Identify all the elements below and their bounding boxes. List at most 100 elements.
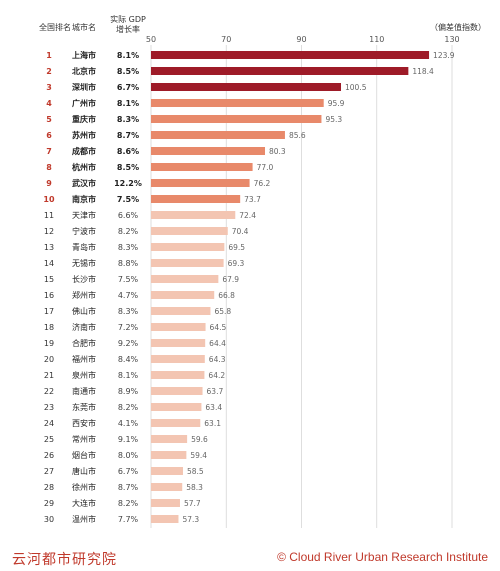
x-tick-label: 110 (369, 35, 384, 44)
header-row: 全国排名 城市名 实际 GDP 增长率 （偏差值指数） (39, 14, 486, 34)
chart-rows: 1 上海市 8.1% 123.92 北京市 8.5% 118.43 深圳市 6.7% 100.54… (43, 50, 454, 524)
rank-label: 12 (44, 227, 54, 236)
city-label: 无锡市 (72, 258, 96, 268)
gdp-header-line1: 实际 GDP (110, 14, 146, 24)
chart-row: 12 宁波市 8.2% 70.4 (44, 226, 249, 236)
value-label: 76.2 (254, 179, 271, 188)
bar (151, 195, 241, 203)
chart-row: 25 常州市 9.1% 59.6 (44, 434, 208, 444)
city-label: 南京市 (72, 194, 96, 204)
chart-row: 14 无锡市 8.8% 69.3 (44, 258, 245, 268)
city-label: 广州市 (72, 98, 96, 108)
gdp-growth-label: 8.7% (117, 131, 139, 140)
value-label: 64.3 (209, 355, 226, 364)
city-label: 成都市 (72, 146, 96, 156)
bar (151, 275, 219, 283)
chart-row: 30 温州市 7.7% 57.3 (44, 514, 199, 524)
rank-label: 18 (44, 323, 54, 332)
city-label: 东莞市 (72, 402, 96, 412)
bar (151, 387, 203, 395)
x-tick-label: 50 (146, 35, 156, 44)
copyright-notice: © Cloud River Urban Research Institute (277, 550, 488, 564)
bar (151, 227, 228, 235)
rank-label: 30 (44, 515, 54, 524)
chart-row: 20 福州市 8.4% 64.3 (44, 354, 226, 364)
value-label: 57.3 (182, 515, 199, 524)
value-label: 69.3 (228, 259, 245, 268)
value-label: 67.9 (222, 275, 239, 284)
gdp-growth-label: 8.4% (118, 355, 139, 364)
city-label: 青岛市 (72, 242, 96, 252)
city-label: 大连市 (72, 498, 96, 508)
city-label: 武汉市 (72, 178, 96, 188)
gdp-growth-label: 7.2% (118, 323, 139, 332)
gdp-growth-label: 8.1% (118, 371, 139, 380)
x-axis-ticks: 50 70 90 110 130 (146, 35, 460, 44)
value-label: 57.7 (184, 499, 201, 508)
city-label: 苏州市 (72, 130, 96, 140)
x-tick-label: 90 (296, 35, 306, 44)
bar (151, 51, 430, 59)
gdp-growth-label: 8.6% (117, 147, 139, 156)
gdp-growth-label: 6.7% (118, 467, 139, 476)
chart-row: 24 西安市 4.1% 63.1 (44, 418, 221, 428)
city-label: 济南市 (72, 322, 96, 332)
city-label: 泉州市 (72, 370, 96, 380)
chart-row: 22 南通市 8.9% 63.7 (44, 386, 224, 396)
gdp-growth-label: 4.1% (118, 419, 139, 428)
city-label: 深圳市 (72, 82, 96, 92)
chart-row: 2 北京市 8.5% 118.4 (46, 66, 434, 76)
rank-label: 14 (44, 259, 54, 268)
bar (151, 211, 236, 219)
grid-lines (150, 45, 453, 528)
bar (151, 371, 205, 379)
gdp-growth-label: 9.2% (118, 339, 139, 348)
gdp-growth-label: 6.7% (117, 83, 139, 92)
bar (151, 339, 206, 347)
chart-row: 23 东莞市 8.2% 63.4 (44, 402, 222, 412)
rank-label: 9 (46, 179, 52, 188)
bar (151, 99, 324, 107)
bar (151, 451, 187, 459)
bar (151, 243, 225, 251)
city-label: 北京市 (72, 66, 96, 76)
chart-row: 13 青岛市 8.3% 69.5 (44, 242, 245, 252)
gdp-growth-label: 8.2% (118, 227, 139, 236)
city-label: 郑州市 (72, 290, 96, 300)
gdp-growth-label: 8.9% (118, 387, 139, 396)
rank-header: 全国排名 (39, 22, 71, 32)
chart-row: 28 徐州市 8.7% 58.3 (44, 482, 203, 492)
bar (151, 307, 211, 315)
gdp-growth-label: 8.1% (117, 51, 139, 60)
rank-label: 2 (46, 67, 52, 76)
rank-label: 20 (44, 355, 54, 364)
bar (151, 435, 188, 443)
gdp-growth-label: 9.1% (118, 435, 139, 444)
rank-label: 11 (44, 211, 54, 220)
gdp-growth-label: 8.5% (117, 163, 139, 172)
bar (151, 259, 224, 267)
gdp-growth-label: 8.2% (118, 403, 139, 412)
city-label: 天津市 (72, 210, 96, 220)
chart-row: 9 武汉市 12.2% 76.2 (46, 178, 270, 188)
city-label: 南通市 (72, 386, 96, 396)
ranking-bar-chart: 全国排名 城市名 实际 GDP 增长率 （偏差值指数） 50 70 90 110 130… (39, 14, 486, 528)
bar (151, 515, 179, 523)
rank-label: 24 (44, 419, 54, 428)
value-label: 64.5 (210, 323, 227, 332)
bar (151, 163, 253, 171)
gdp-growth-label: 8.2% (118, 499, 139, 508)
city-label: 常州市 (72, 434, 96, 444)
value-label: 59.6 (191, 435, 208, 444)
bar (151, 355, 205, 363)
rank-label: 21 (44, 371, 54, 380)
chart-row: 7 成都市 8.6% 80.3 (46, 146, 286, 156)
city-header: 城市名 (72, 22, 96, 32)
rank-label: 17 (44, 307, 54, 316)
value-label: 58.5 (187, 467, 204, 476)
city-label: 合肥市 (72, 338, 96, 348)
chart-row: 19 合肥市 9.2% 64.4 (44, 338, 226, 348)
value-label: 63.7 (207, 387, 224, 396)
rank-label: 26 (44, 451, 54, 460)
gdp-header-line2: 增长率 (116, 24, 140, 34)
